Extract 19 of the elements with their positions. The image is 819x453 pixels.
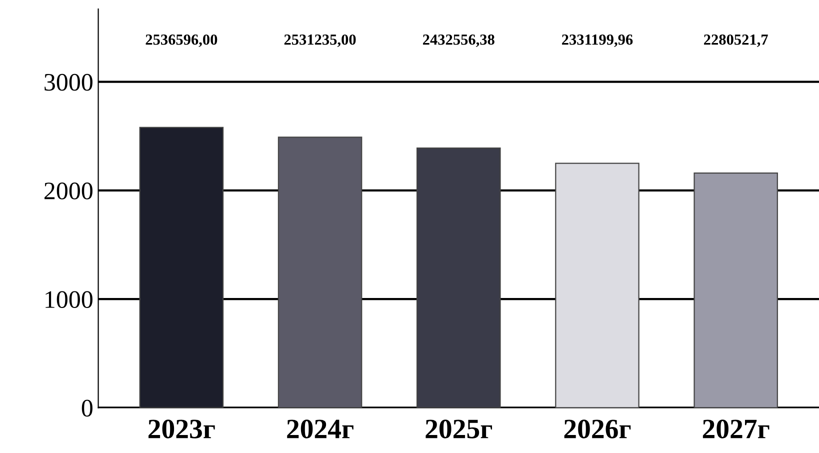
- bar: [278, 136, 362, 408]
- annotation: 2536596,00: [146, 34, 218, 47]
- bar: [416, 148, 501, 408]
- annotation: 2531235,00: [284, 34, 356, 47]
- x-tick-label: 2027г: [702, 420, 770, 438]
- y-tick-label: 2000: [44, 182, 92, 200]
- y-tick-label: 0: [82, 400, 92, 417]
- annotation: 2432556,38: [422, 34, 494, 47]
- annotation: 2331199,96: [562, 34, 633, 47]
- x-tick-label: 2024г: [287, 420, 354, 438]
- x-tick-label: 2026г: [564, 420, 631, 438]
- bar: [555, 162, 640, 408]
- y-tick-label: 1000: [46, 291, 92, 308]
- bar: [139, 126, 224, 408]
- bar: [694, 172, 778, 408]
- y-tick-label: 3000: [44, 74, 92, 91]
- annotation: 2280521,7: [704, 34, 768, 47]
- x-tick-label: 2025г: [426, 420, 492, 438]
- x-tick-label: 2023г: [148, 420, 215, 438]
